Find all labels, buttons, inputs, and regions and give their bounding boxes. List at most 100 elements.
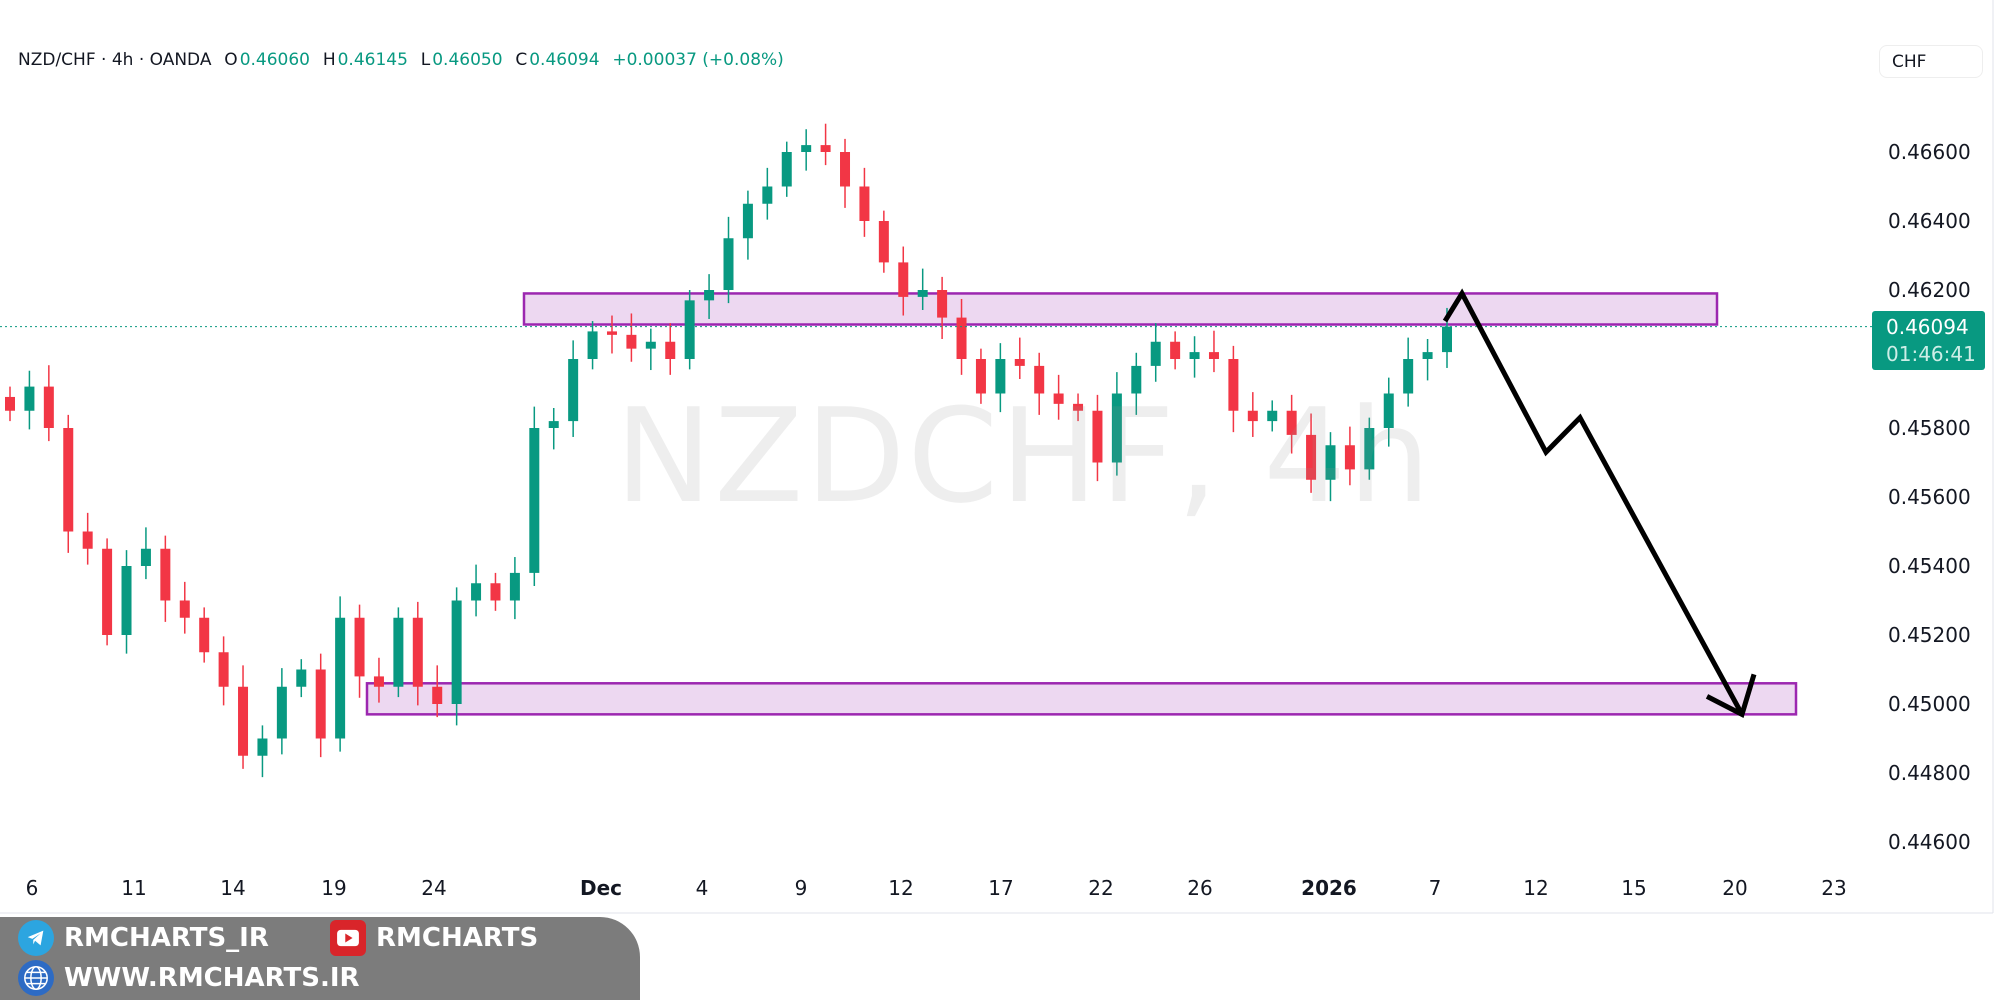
candle: [995, 343, 1006, 413]
candle-body: [199, 617, 210, 653]
candle: [1053, 374, 1064, 420]
candle-body: [587, 331, 598, 359]
candle-body: [762, 186, 773, 204]
projection-arrow[interactable]: [1442, 288, 1745, 716]
candle-body: [1247, 410, 1258, 422]
candle-body: [1034, 365, 1045, 394]
candle: [1344, 426, 1355, 486]
candle: [218, 636, 229, 706]
candle: [704, 274, 715, 319]
candle-body: [665, 341, 676, 359]
candle-body: [509, 572, 520, 601]
candle: [1131, 352, 1142, 415]
symbol-watermark: NZDCHF, 4h: [615, 380, 1433, 532]
x-tick-label: 20: [1722, 876, 1747, 900]
x-tick-label: Dec: [580, 876, 622, 900]
candle-body: [704, 290, 715, 301]
candle: [568, 340, 579, 437]
y-tick-label: 0.45800: [1888, 416, 1971, 440]
candle: [276, 668, 287, 755]
resistance-zone[interactable]: [522, 292, 1719, 326]
open-value: 0.46060: [239, 50, 310, 70]
candle-body: [257, 738, 268, 756]
x-tick-label: 7: [1429, 876, 1442, 900]
candle-body: [956, 317, 967, 359]
candle: [1247, 392, 1258, 437]
x-tick-label: 14: [220, 876, 245, 900]
candle: [1422, 338, 1433, 381]
candle-body: [1092, 410, 1103, 463]
candle: [742, 190, 753, 260]
high-value: 0.46145: [337, 50, 408, 70]
candle: [781, 141, 792, 197]
candle-body: [471, 583, 482, 601]
website-link[interactable]: WWW.RMCHARTS.IR: [18, 960, 360, 996]
candle: [199, 607, 210, 663]
candle: [917, 268, 928, 311]
candle: [587, 321, 598, 370]
candle-body: [1306, 434, 1317, 480]
candle: [373, 657, 384, 703]
candle: [1286, 394, 1297, 454]
candle-body: [859, 186, 870, 221]
x-tick-label: 17: [988, 876, 1013, 900]
candle: [1403, 337, 1414, 407]
candle-body: [218, 652, 229, 687]
y-tick-label: 0.44600: [1888, 830, 1971, 854]
candle-body: [878, 221, 889, 263]
youtube-link[interactable]: RMCHARTS: [330, 920, 538, 956]
x-tick-label: 6: [26, 876, 39, 900]
candle-body: [1014, 359, 1025, 366]
candle: [140, 527, 151, 580]
candle-body: [160, 548, 171, 601]
candle-body: [898, 262, 909, 297]
candle-body: [1383, 393, 1394, 428]
candle-body: [1170, 341, 1181, 359]
candle-body: [140, 548, 151, 566]
support-zone[interactable]: [365, 682, 1798, 716]
candle-body: [412, 617, 423, 687]
symbol-label[interactable]: NZD/CHF · 4h · OANDA: [18, 50, 212, 70]
candle-body: [296, 669, 307, 687]
candle-body: [121, 566, 132, 635]
candle-body: [723, 238, 734, 290]
candle-body: [238, 686, 249, 756]
candle: [1325, 432, 1336, 502]
candle: [723, 216, 734, 304]
candle-body: [1150, 341, 1161, 366]
candle: [1228, 345, 1239, 433]
candle-body: [840, 152, 851, 187]
candle-body: [432, 686, 443, 704]
candle: [762, 167, 773, 220]
candle: [548, 407, 559, 450]
candle: [1092, 394, 1103, 482]
telegram-icon: [18, 920, 54, 956]
candle: [801, 129, 812, 171]
candle-body: [373, 676, 384, 687]
x-tick-label: 2026: [1301, 876, 1357, 900]
x-tick-label: 9: [795, 876, 808, 900]
youtube-icon: [330, 920, 366, 956]
candle: [121, 550, 132, 654]
telegram-link[interactable]: RMCHARTS_IR: [18, 920, 269, 956]
candle: [160, 535, 171, 622]
candle: [509, 557, 520, 620]
close-label: C: [515, 50, 528, 70]
candle: [684, 290, 695, 370]
candle: [937, 276, 948, 339]
candle: [1034, 352, 1045, 415]
candle-body: [529, 428, 540, 573]
candle-body: [1403, 359, 1414, 394]
candle-body: [490, 583, 501, 601]
candle: [956, 298, 967, 375]
candle-body: [606, 331, 617, 335]
candle-body: [5, 396, 15, 411]
website-url: WWW.RMCHARTS.IR: [64, 963, 360, 993]
candle: [296, 659, 307, 698]
candle-body: [1131, 365, 1142, 394]
candle: [43, 365, 54, 442]
x-tick-label: 24: [421, 876, 446, 900]
currency-button[interactable]: CHF: [1879, 45, 1983, 78]
candle-body: [937, 290, 948, 318]
